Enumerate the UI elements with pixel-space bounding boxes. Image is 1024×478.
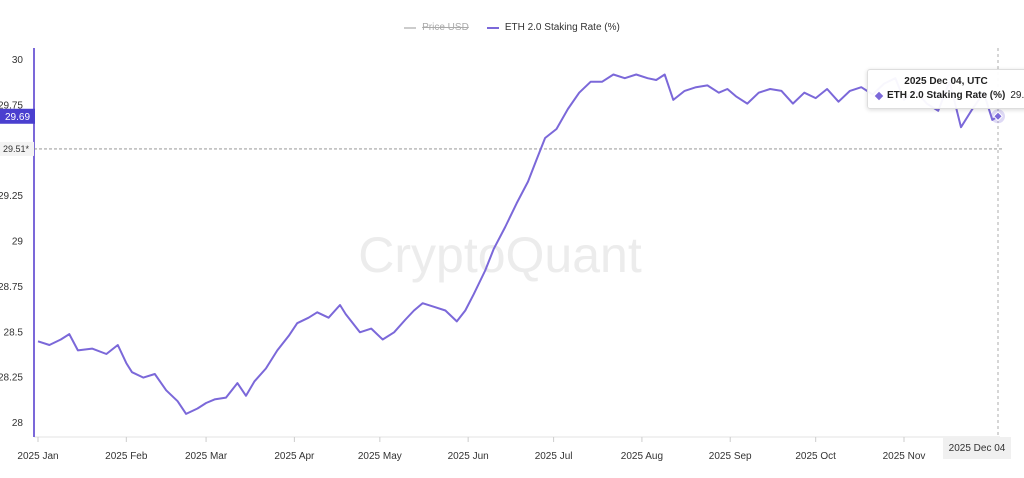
tooltip-row: ETH 2.0 Staking Rate (%) 29.69 xyxy=(874,90,1024,101)
x-tick-label: 2025 Nov xyxy=(883,451,926,462)
legend-item-staking-rate[interactable]: ETH 2.0 Staking Rate (%) xyxy=(486,22,620,33)
legend-item-price[interactable]: Price USD xyxy=(404,22,469,33)
x-tick-label: 2025 Jun xyxy=(448,451,489,462)
x-tick-label: 2025 May xyxy=(358,451,402,462)
tooltip-series-label: ETH 2.0 Staking Rate (%) xyxy=(887,90,1006,101)
x-tick-label: 2025 Mar xyxy=(185,451,228,462)
legend-label-price: Price USD xyxy=(422,22,469,33)
y-tick-label: 30 xyxy=(12,55,24,66)
y-tick-label: 28 xyxy=(12,418,24,429)
x-tick-label: 2025 Sep xyxy=(709,451,752,462)
reference-value-badge: 29.51* xyxy=(0,141,34,156)
hover-tooltip: 2025 Dec 04, UTC ETH 2.0 Staking Rate (%… xyxy=(867,69,1024,109)
staking-rate-line xyxy=(37,73,999,415)
x-tick-label: 2025 Jul xyxy=(535,451,573,462)
svg-text:29.51*: 29.51* xyxy=(3,144,30,154)
x-tick-labels: 2025 Jan 2025 Feb 2025 Mar 2025 Apr 2025 May… xyxy=(17,437,925,462)
svg-text:29.69: 29.69 xyxy=(5,112,30,123)
x-tick-label: 2025 Jan xyxy=(17,451,58,462)
y-tick-labels: 28 28.25 28.5 28.75 29 29.25 29.75 30 xyxy=(0,55,23,429)
legend-swatch-staking-rate xyxy=(486,26,499,29)
legend-swatch-price xyxy=(404,26,417,29)
tooltip-date: 2025 Dec 04, UTC xyxy=(904,76,988,87)
y-tick-label: 28.5 xyxy=(4,327,24,338)
x-tick-label: 2025 Aug xyxy=(621,451,663,462)
y-tick-label: 29.25 xyxy=(0,191,23,202)
y-tick-label: 29.75 xyxy=(0,100,23,111)
legend-label-staking-rate: ETH 2.0 Staking Rate (%) xyxy=(504,22,620,33)
y-tick-label: 29 xyxy=(12,237,24,248)
current-value-badge: 29.69 xyxy=(0,108,35,124)
hover-point-marker[interactable] xyxy=(993,111,1003,122)
legend: Price USD ETH 2.0 Staking Rate (%) xyxy=(0,22,1024,33)
series-diamond-icon xyxy=(874,91,884,100)
tooltip-value: 29.69 xyxy=(1010,90,1024,101)
x-tick-label: 2025 Feb xyxy=(105,451,148,462)
y-tick-label: 28.75 xyxy=(0,282,23,293)
x-tick-label: 2025 Apr xyxy=(274,451,315,462)
crosshair-date-badge: 2025 Dec 04 xyxy=(943,437,1011,459)
y-tick-label: 28.25 xyxy=(0,373,23,384)
x-tick-label: 2025 Oct xyxy=(795,451,836,462)
